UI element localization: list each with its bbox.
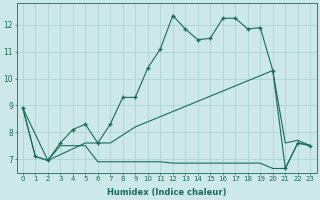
X-axis label: Humidex (Indice chaleur): Humidex (Indice chaleur)	[107, 188, 226, 197]
